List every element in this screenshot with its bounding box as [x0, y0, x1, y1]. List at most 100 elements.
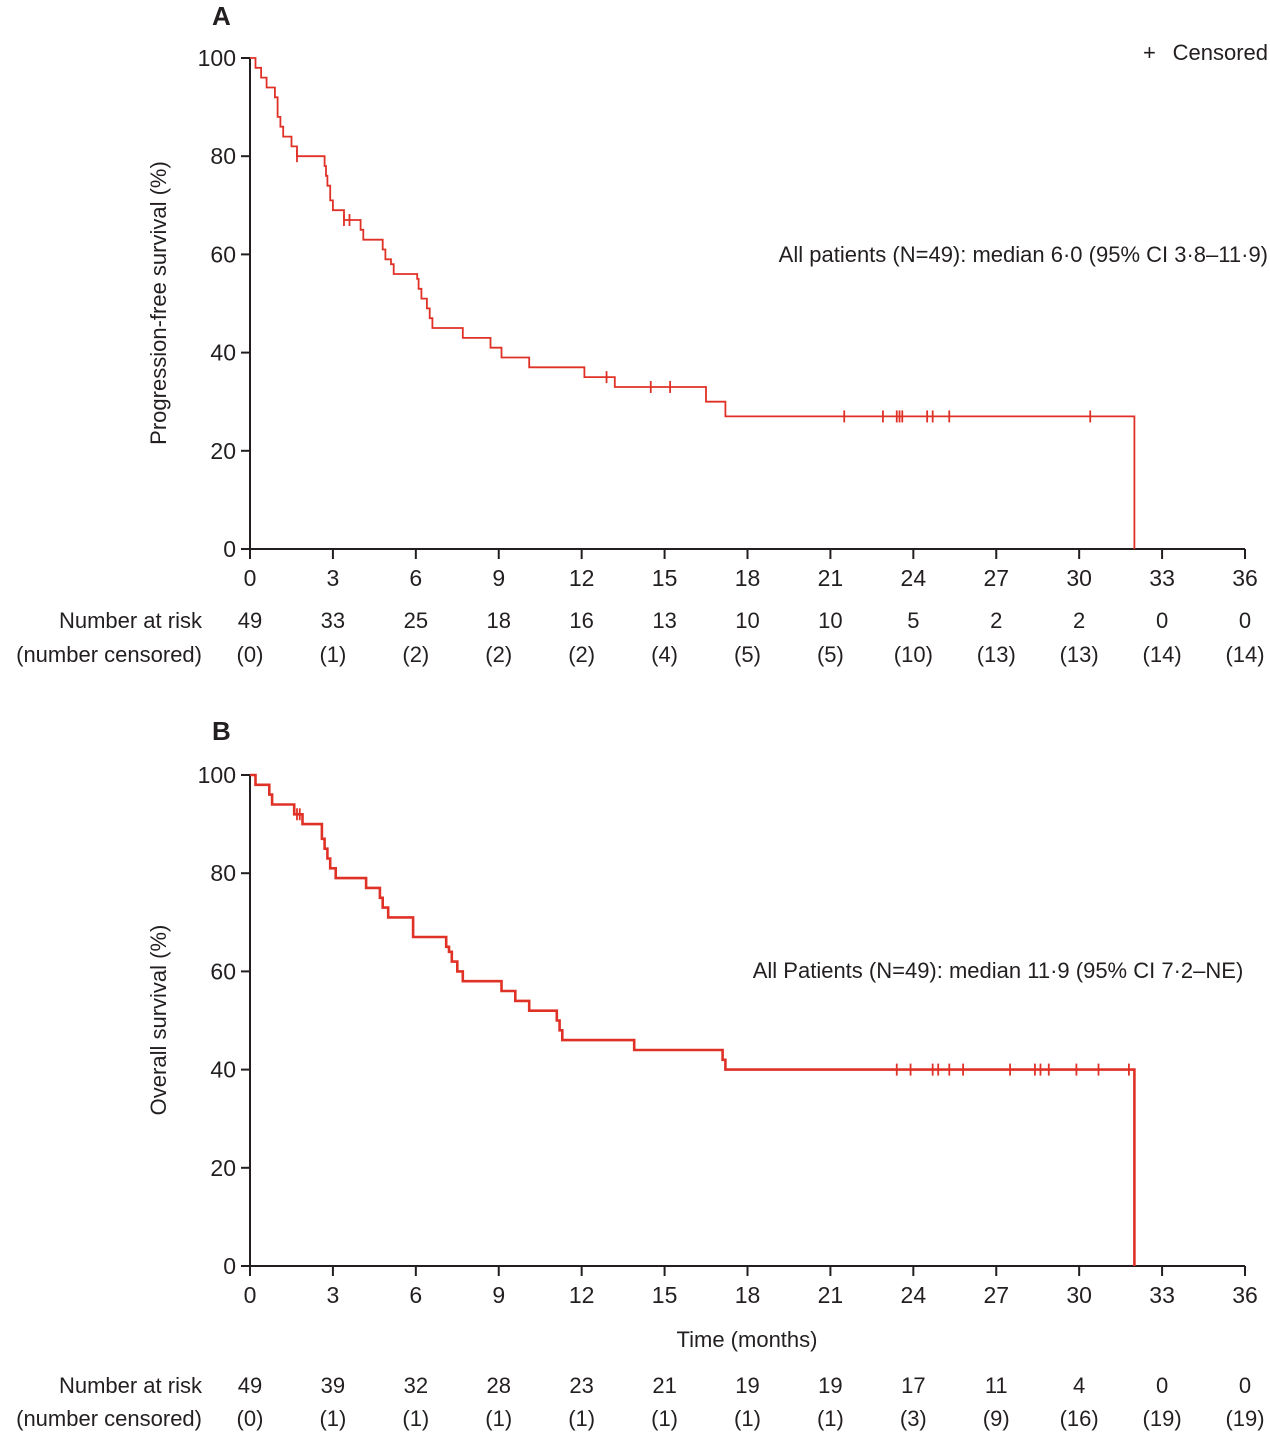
panel-b-at-risk-value: 39 [321, 1373, 345, 1398]
panel-b-censored-value: (16) [1060, 1406, 1099, 1431]
panel-b-at-risk-value: 11 [985, 1373, 1008, 1398]
panel-b-x-tick-label: 12 [569, 1282, 595, 1308]
panel-a-x-tick-label: 30 [1066, 565, 1092, 591]
panel-a-y-tick-label: 60 [210, 241, 236, 267]
panel-a-survival-curve [250, 57, 1136, 549]
panel-b-at-risk-value: 19 [735, 1373, 759, 1398]
panel-a-risk-label: Number at risk [59, 608, 203, 633]
panel-a-at-risk-value: 0 [1239, 608, 1251, 633]
panel-b-censored-label: (number censored) [16, 1406, 202, 1431]
panel-b-plot [250, 773, 1136, 1266]
panel-b-at-risk-value: 49 [238, 1373, 262, 1398]
panel-b-at-risk-value: 17 [901, 1373, 925, 1398]
panel-a-censored-value: (5) [817, 642, 844, 667]
panel-a-censored-value: (13) [1060, 642, 1099, 667]
panel-b-censored-value: (19) [1143, 1406, 1182, 1431]
panel-a-x-tick-label: 36 [1232, 565, 1258, 591]
legend: + Censored [1143, 40, 1268, 65]
panel-b-y-tick-label: 0 [223, 1253, 236, 1279]
panel-b-x-tick-label: 9 [492, 1282, 505, 1308]
panel-b-censored-value: (1) [651, 1406, 678, 1431]
panel-b-at-risk-value: 0 [1239, 1373, 1251, 1398]
panel-a-at-risk-value: 16 [569, 608, 593, 633]
panel-b-x-tick-label: 36 [1232, 1282, 1258, 1308]
panel-b-y-tick-label: 60 [210, 958, 236, 984]
panel-b-censored-value: (3) [900, 1406, 927, 1431]
panel-a-median-annotation: All patients (N=49): median 6·0 (95% CI … [779, 242, 1268, 267]
panel-b-censored-value: (1) [485, 1406, 512, 1431]
panel-b-x-tick-label: 18 [735, 1282, 761, 1308]
panel-a-at-risk-value: 18 [487, 608, 511, 633]
panel-b-x-tick-label: 27 [983, 1282, 1009, 1308]
panel-a-x-tick-label: 21 [818, 565, 844, 591]
panel-a-y-label: Progression-free survival (%) [146, 161, 171, 445]
panel-a-censored-value: (2) [402, 642, 429, 667]
panel-a-y-tick-label: 20 [210, 438, 236, 464]
panel-a-x-tick-label: 0 [244, 565, 257, 591]
panel-b-censored-value: (0) [237, 1406, 264, 1431]
panel-a-x-tick-label: 6 [409, 565, 422, 591]
panel-b-y-tick-label: 80 [210, 860, 236, 886]
panel-b-x-tick-label: 33 [1149, 1282, 1175, 1308]
panel-a-plot [250, 57, 1136, 549]
panel-a-x-tick-label: 9 [492, 565, 505, 591]
panel-a-censored-value: (4) [651, 642, 678, 667]
panel-b-x-tick-label: 21 [818, 1282, 844, 1308]
censored-legend-symbol: + [1143, 40, 1156, 65]
panel-b-x-tick-label: 0 [244, 1282, 257, 1308]
panel-a-x-tick-label: 33 [1149, 565, 1175, 591]
panel-a-y-tick-label: 0 [223, 536, 236, 562]
panel-a-censored-value: (10) [894, 642, 933, 667]
panel-a-at-risk-value: 0 [1156, 608, 1168, 633]
panel-b-at-risk-value: 28 [487, 1373, 511, 1398]
panel-a-x-tick-label: 3 [327, 565, 340, 591]
panel-a-censored-value: (14) [1225, 642, 1264, 667]
panel-a-censored-value: (2) [568, 642, 595, 667]
panel-a-x-tick-label: 12 [569, 565, 595, 591]
panel-b-censored-value: (9) [983, 1406, 1010, 1431]
panel-b-x-label: Time (months) [677, 1327, 818, 1352]
panel-a-censored-value: (0) [237, 642, 264, 667]
panel-a-censored-value: (2) [485, 642, 512, 667]
panel-b-x-tick-label: 30 [1066, 1282, 1092, 1308]
panel-a-censored-label: (number censored) [16, 642, 202, 667]
panel-a-at-risk-value: 10 [735, 608, 759, 633]
panel-a-y-tick-label: 80 [210, 143, 236, 169]
panel-b-risk-table: Number at risk (number censored) 49 (0) 39… [16, 1373, 1264, 1431]
panel-b-at-risk-value: 0 [1156, 1373, 1168, 1398]
panel-b-at-risk-value: 21 [652, 1373, 676, 1398]
panel-a-censored-value: (13) [977, 642, 1016, 667]
panel-b-x-tick-label: 6 [409, 1282, 422, 1308]
panel-b-risk-label: Number at risk [59, 1373, 203, 1398]
panel-b-risk-values: 49 (0) 39 (1) 32 (1) 28 (1) 23 (1) 21 (1) 19 (1) 19 (1)… [237, 1373, 1265, 1431]
panel-b-x-tick-label: 3 [327, 1282, 340, 1308]
panel-b-censored-value: (1) [568, 1406, 595, 1431]
panel-a-censored-value: (5) [734, 642, 761, 667]
panel-a-censored-value: (1) [319, 642, 346, 667]
panel-b-at-risk-value: 4 [1073, 1373, 1085, 1398]
censored-legend-label: Censored [1173, 40, 1268, 65]
panel-b-y-tick-label: 40 [210, 1057, 236, 1083]
panel-a-risk-table: Number at risk (number censored) 49 (0) 33… [16, 608, 1264, 667]
panel-a-at-risk-value: 10 [818, 608, 842, 633]
panel-a-censored-value: (14) [1143, 642, 1182, 667]
panel-b-survival-curve [250, 773, 1136, 1266]
panel-b-letter: B [212, 716, 231, 746]
panel-a-at-risk-value: 2 [1073, 608, 1085, 633]
panel-a-at-risk-value: 33 [321, 608, 345, 633]
panel-a-at-risk-value: 49 [238, 608, 262, 633]
panel-a-at-risk-value: 5 [907, 608, 919, 633]
panel-b-at-risk-value: 23 [569, 1373, 593, 1398]
panel-b-median-annotation: All Patients (N=49): median 11·9 (95% CI… [753, 958, 1244, 983]
panel-a-x-tick-label: 18 [735, 565, 761, 591]
panel-b-x-tick-label: 24 [901, 1282, 927, 1308]
panel-a-x-tick-label: 27 [983, 565, 1009, 591]
panel-a-x-tick-label: 15 [652, 565, 678, 591]
panel-b-censored-value: (1) [319, 1406, 346, 1431]
panel-a-at-risk-value: 13 [652, 608, 676, 633]
panel-b-at-risk-value: 32 [404, 1373, 428, 1398]
